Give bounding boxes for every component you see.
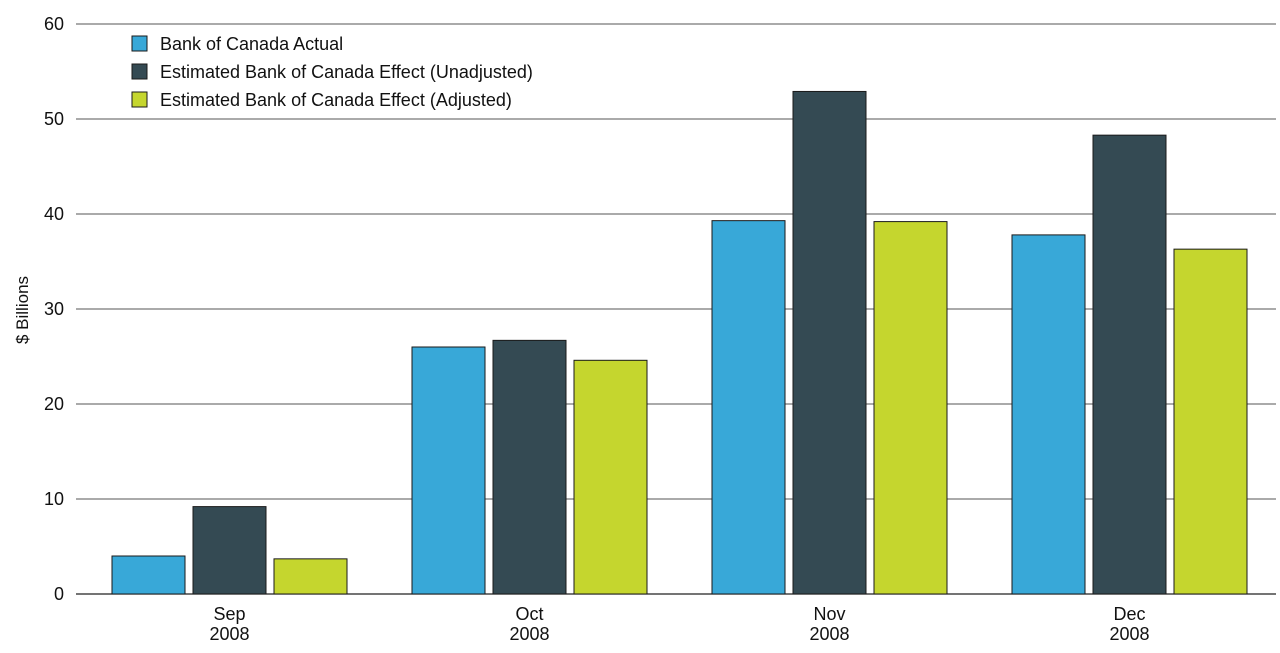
y-tick-label: 60 — [44, 14, 64, 34]
bar-oct-series-3 — [573, 359, 648, 595]
bar-sep-series-3 — [273, 558, 348, 595]
bar-oct-series-1 — [411, 346, 486, 595]
x-tick-label-year: 2008 — [509, 624, 549, 644]
bars — [111, 90, 1248, 595]
x-tick-label-year: 2008 — [209, 624, 249, 644]
bar-dec-series-3 — [1173, 248, 1248, 595]
bar-sep-series-1 — [111, 555, 186, 595]
x-tick-label-month: Sep — [213, 604, 245, 624]
y-tick-label: 30 — [44, 299, 64, 319]
x-tick-label-month: Dec — [1113, 604, 1145, 624]
legend-swatch — [131, 91, 148, 108]
x-tick-label-month: Oct — [515, 604, 543, 624]
bar-nov-series-3 — [873, 221, 948, 595]
y-axis-ticks: 0 10 20 30 40 50 60 — [44, 14, 64, 604]
bar-dec-series-2 — [1092, 134, 1167, 595]
bar-nov-series-2 — [792, 90, 867, 595]
y-tick-label: 20 — [44, 394, 64, 414]
x-tick-label-year: 2008 — [1109, 624, 1149, 644]
bar-sep-series-2 — [192, 506, 267, 595]
bar-oct-series-2 — [492, 339, 567, 595]
legend-label: Estimated Bank of Canada Effect (Unadjus… — [160, 62, 533, 82]
x-tick-label-month: Nov — [813, 604, 845, 624]
legend-swatch — [131, 63, 148, 80]
legend: Bank of Canada Actual Estimated Bank of C… — [131, 34, 533, 110]
x-tick-label-year: 2008 — [809, 624, 849, 644]
y-axis-title: $ Billions — [13, 276, 32, 344]
legend-label: Estimated Bank of Canada Effect (Adjuste… — [160, 90, 512, 110]
y-tick-label: 0 — [54, 584, 64, 604]
y-tick-label: 40 — [44, 204, 64, 224]
y-tick-label: 10 — [44, 489, 64, 509]
legend-label: Bank of Canada Actual — [160, 34, 343, 54]
y-tick-label: 50 — [44, 109, 64, 129]
bar-dec-series-1 — [1011, 234, 1086, 595]
bar-nov-series-1 — [711, 220, 786, 595]
legend-swatch — [131, 35, 148, 52]
